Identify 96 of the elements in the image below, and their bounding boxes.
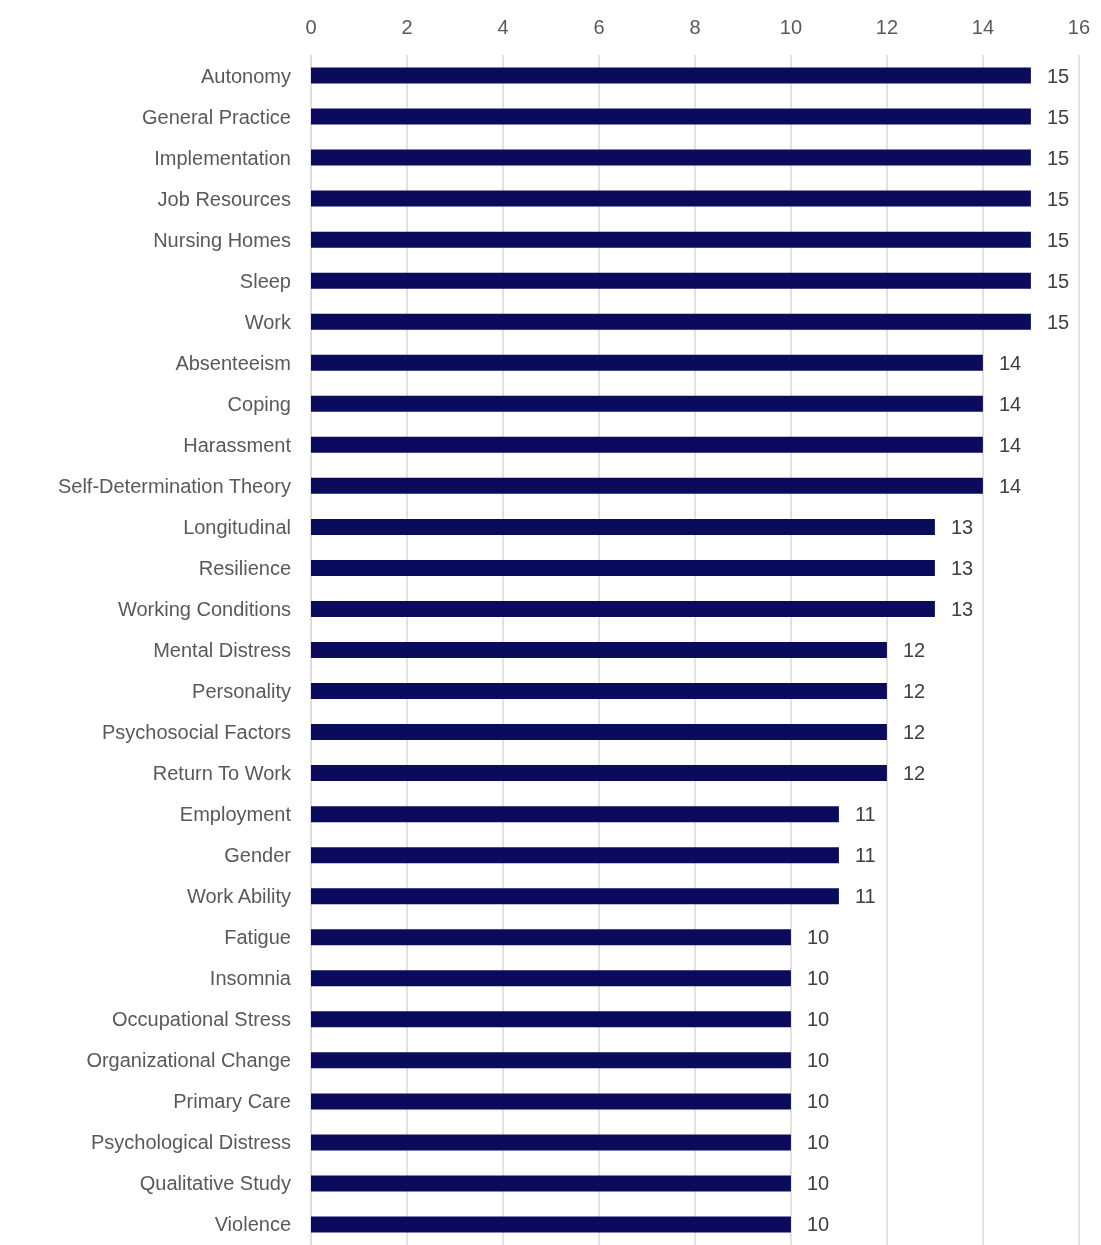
y-tick-label: Mental Distress [153,639,291,661]
data-label: 13 [950,556,974,579]
bar [311,231,1031,248]
y-tick-label: Job Resources [157,187,291,210]
bar [311,1175,791,1192]
y-tick-label: Psychosocial Factors [102,721,291,744]
bar [311,724,887,741]
data-label: 15 [1046,64,1070,87]
bar [311,1093,791,1110]
y-tick-label: Absenteeism [175,351,291,374]
y-tick-label: Fatigue [224,926,291,949]
bar [311,642,887,658]
data-label: 14 [998,392,1022,415]
bar [311,1216,791,1233]
y-tick-label: Return To Work [152,762,292,785]
bar [311,1011,791,1028]
data-label: 13 [950,515,974,538]
y-tick-label: Gender [224,844,292,867]
x-tick-label: 4 [497,16,509,38]
y-tick-label: Violence [214,1213,291,1236]
y-tick-label: Qualitative Study [139,1172,291,1195]
bar [311,1052,791,1069]
y-tick-label: Insomnia [209,967,292,990]
y-tick-label: Personality [192,680,291,703]
data-label: 10 [806,926,830,949]
bar [311,1134,791,1151]
data-label: 14 [998,474,1022,497]
bar [311,149,1031,166]
y-tick-label: Primary Care [173,1090,291,1113]
x-tick-label: 2 [401,16,413,38]
bar [311,888,839,905]
x-tick-label: 12 [875,16,899,38]
data-label: 10 [806,1213,830,1236]
bar [311,847,839,864]
data-label: 14 [998,433,1022,456]
bar [311,395,983,412]
x-tick-label: 8 [689,16,701,38]
bar [311,683,887,700]
x-tick-label: 14 [971,16,995,38]
y-tick-label: Self-Determination Theory [57,474,291,497]
bar [311,190,1031,207]
data-label: 13 [950,597,974,620]
bar [311,970,791,987]
bar [311,559,935,576]
x-tick-label: 16 [1067,16,1090,38]
data-label: 10 [806,967,830,990]
data-label: 11 [854,885,876,908]
data-label: 11 [854,844,876,867]
bar [311,67,1031,84]
y-tick-label: Autonomy [200,64,291,87]
x-tick-label: 0 [305,16,317,38]
bar [311,436,983,453]
y-tick-label: Work [244,310,292,333]
y-tick-label: Employment [179,803,292,826]
y-tick-label: Psychological Distress [90,1131,291,1154]
bar [311,806,839,823]
y-tick-label: Organizational Change [86,1049,291,1072]
bar [311,272,1031,289]
data-label: 14 [998,351,1022,374]
y-tick-label: Work Ability [186,885,291,908]
bar [311,929,791,946]
data-label: 12 [902,680,926,703]
y-tick-label: Coping [227,392,291,415]
data-label: 15 [1046,146,1070,169]
bar [311,313,1031,330]
x-tick-label: 10 [779,16,803,38]
data-label: 10 [806,1008,830,1031]
data-label: 12 [902,639,926,661]
data-label: 15 [1046,310,1070,333]
bar [311,518,935,535]
data-label: 10 [806,1090,830,1113]
y-tick-label: Working Conditions [117,597,291,620]
data-label: 12 [902,762,926,785]
bar [311,354,983,371]
data-label: 10 [806,1049,830,1072]
y-tick-label: Resilience [198,556,291,579]
y-tick-label: Implementation [154,146,291,169]
y-tick-label: Sleep [239,269,291,292]
data-label: 15 [1046,187,1070,210]
bar [311,477,983,494]
data-label: 12 [902,721,926,744]
data-label: 10 [806,1172,830,1195]
y-tick-label: Occupational Stress [112,1008,291,1031]
bar [311,600,935,617]
y-tick-label: Harassment [183,433,292,456]
data-label: 10 [806,1131,830,1154]
data-label: 11 [854,803,876,826]
data-label: 15 [1046,228,1070,251]
bar [311,108,1031,125]
data-label: 15 [1046,269,1070,292]
y-tick-label: Longitudinal [183,515,291,538]
y-tick-label: General Practice [142,105,291,128]
y-tick-label: Nursing Homes [153,228,291,251]
data-label: 15 [1046,105,1070,128]
bar [311,765,887,782]
x-tick-label: 6 [593,16,605,38]
